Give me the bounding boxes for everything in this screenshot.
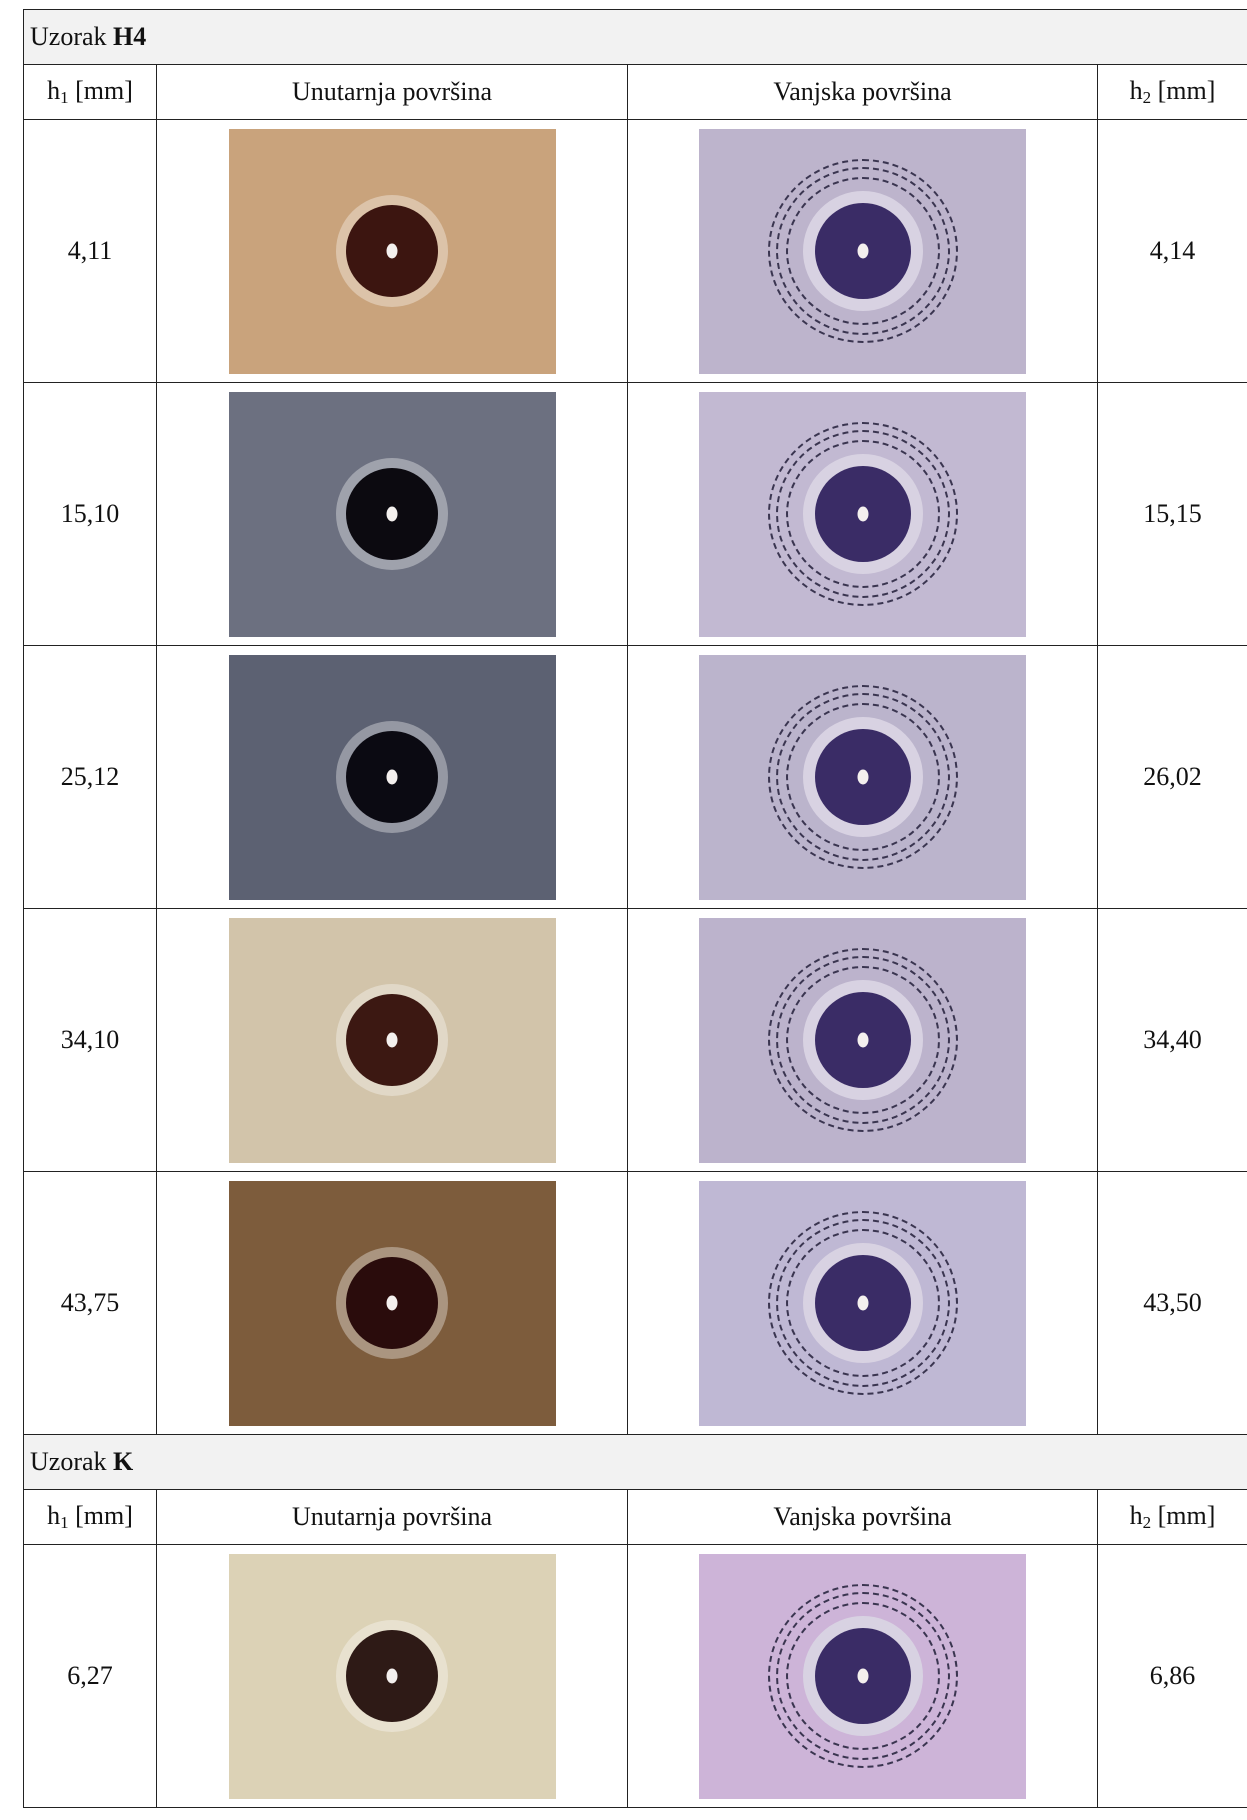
inner-surface-image	[228, 1553, 556, 1799]
outer-cell	[627, 382, 1098, 646]
data-row: 4,11 4,14	[23, 119, 1247, 383]
crack-ring	[767, 685, 958, 869]
h1-value: 34,10	[23, 908, 157, 1172]
sample-label: Uzorak	[30, 22, 107, 51]
glare	[857, 1668, 868, 1684]
outer-surface-image	[699, 654, 1026, 900]
h2-value: 26,02	[1097, 645, 1247, 909]
symbol: h	[1129, 76, 1143, 105]
header-row: h1 [mm] Unutarnja površina Vanjska površin…	[23, 64, 1247, 120]
glare	[857, 1295, 868, 1311]
inner-cell	[156, 1544, 628, 1808]
sample-label: Uzorak	[30, 1447, 107, 1476]
outer-cell	[627, 908, 1098, 1172]
glare	[386, 243, 398, 259]
header-row: h1 [mm] Unutarnja površina Vanjska površin…	[23, 1489, 1247, 1545]
inner-surface-image	[228, 128, 556, 374]
sample-name: H4	[113, 22, 147, 51]
symbol: h	[47, 76, 61, 105]
data-row: 6,27 6,86	[23, 1544, 1247, 1808]
subscript: 1	[60, 1513, 69, 1532]
header-cell: h2 [mm]	[1097, 1489, 1247, 1545]
unit: [mm]	[1157, 1501, 1216, 1530]
h1-value: 43,75	[23, 1171, 157, 1435]
symbol: h	[47, 1501, 61, 1530]
h2-value: 4,14	[1097, 119, 1247, 383]
data-row: 43,75 43,50	[23, 1171, 1247, 1435]
unit: [mm]	[75, 1501, 133, 1530]
glare	[857, 769, 868, 785]
subscript: 1	[60, 88, 69, 107]
outer-surface-image	[699, 128, 1026, 374]
data-row: 15,10 15,15	[23, 382, 1247, 646]
glare	[386, 769, 398, 785]
header-cell: Unutarnja površina	[156, 1489, 628, 1545]
document: Uzorak H4 h1 [mm] Unutarnja površina Vanjsk…	[23, 9, 1247, 1808]
sample-name: K	[113, 1447, 134, 1476]
glare	[386, 1668, 398, 1684]
inner-surface-image	[228, 917, 556, 1163]
crack-ring	[767, 1584, 958, 1768]
results-table: Uzorak H4 h1 [mm] Unutarnja površina Vanjsk…	[23, 9, 1247, 1808]
crack-ring	[767, 948, 958, 1132]
section-title: Uzorak K	[23, 1434, 1247, 1490]
outer-cell	[627, 119, 1098, 383]
glare	[857, 506, 868, 522]
header-cell: Vanjska površina	[627, 1489, 1098, 1545]
section-title: Uzorak H4	[23, 9, 1247, 65]
outer-cell	[627, 1171, 1098, 1435]
h1-value: 15,10	[23, 382, 157, 646]
inner-cell	[156, 908, 628, 1172]
subscript: 2	[1142, 1513, 1152, 1532]
header-cell: h2 [mm]	[1097, 64, 1247, 120]
outer-surface-image	[699, 391, 1026, 637]
outer-cell	[627, 645, 1098, 909]
section-title-row: Uzorak K	[23, 1434, 1247, 1490]
inner-cell	[156, 645, 628, 909]
h1-value: 4,11	[23, 119, 157, 383]
glare	[386, 506, 398, 522]
h2-value: 43,50	[1097, 1171, 1247, 1435]
inner-cell	[156, 119, 628, 383]
glare	[386, 1032, 398, 1048]
h1-value: 6,27	[23, 1544, 157, 1808]
crack-ring	[767, 1211, 958, 1395]
section-title-row: Uzorak H4	[23, 9, 1247, 65]
glare	[857, 243, 868, 259]
h2-value: 6,86	[1097, 1544, 1247, 1808]
h1-value: 25,12	[23, 645, 157, 909]
h2-value: 15,15	[1097, 382, 1247, 646]
crack-ring	[767, 422, 958, 606]
header-cell: Unutarnja površina	[156, 64, 628, 120]
subscript: 2	[1142, 88, 1152, 107]
inner-cell	[156, 1171, 628, 1435]
inner-surface-image	[228, 391, 556, 637]
inner-surface-image	[228, 654, 556, 900]
inner-surface-image	[228, 1180, 556, 1426]
crack-ring	[767, 159, 958, 343]
outer-surface-image	[699, 917, 1026, 1163]
symbol: h	[1129, 1501, 1143, 1530]
outer-cell	[627, 1544, 1098, 1808]
header-cell: h1 [mm]	[23, 1489, 157, 1545]
header-cell: Vanjska površina	[627, 64, 1098, 120]
glare	[857, 1032, 868, 1048]
outer-surface-image	[699, 1553, 1026, 1799]
outer-surface-image	[699, 1180, 1026, 1426]
header-cell: h1 [mm]	[23, 64, 157, 120]
inner-cell	[156, 382, 628, 646]
unit: [mm]	[1157, 76, 1216, 105]
unit: [mm]	[75, 76, 133, 105]
h2-value: 34,40	[1097, 908, 1247, 1172]
glare	[386, 1295, 398, 1311]
data-row: 34,10 34,40	[23, 908, 1247, 1172]
data-row: 25,12 26,02	[23, 645, 1247, 909]
